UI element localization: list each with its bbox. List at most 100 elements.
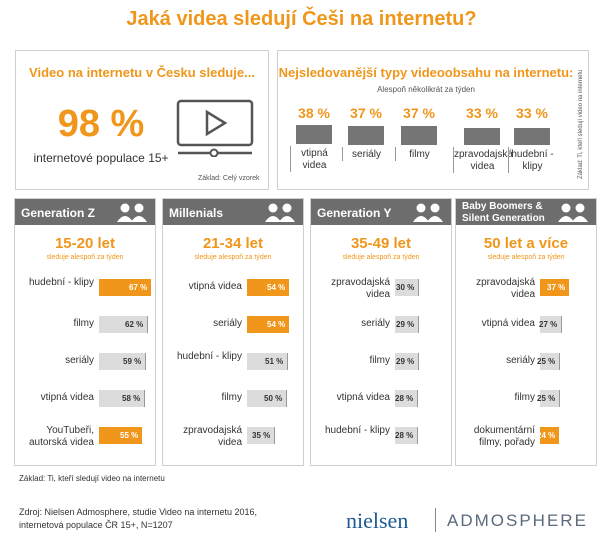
top-types-box: Nejsledovanější typy videoobsahu na inte…	[277, 50, 589, 190]
source-line-2: internetová populace ČR 15+, N=1207	[19, 520, 173, 530]
row-value: 35 %	[252, 431, 271, 440]
row-label: hudební - klipy	[176, 351, 242, 362]
row-value: 58 %	[122, 394, 141, 403]
row-value: 28 %	[395, 394, 414, 403]
row-value: 54 %	[267, 283, 286, 292]
row-bar	[395, 390, 418, 407]
summary-title: Video na internetu v Česku sleduje...	[29, 65, 255, 80]
row-value: 55 %	[120, 431, 139, 440]
row-value: 54 %	[267, 320, 286, 329]
row-value: 50 %	[264, 394, 283, 403]
row-bar	[99, 353, 146, 370]
row-bar	[99, 279, 151, 296]
row-value: 37 %	[547, 283, 566, 292]
row-label: filmy	[221, 392, 242, 403]
row-bar	[395, 353, 419, 370]
top-type-label: hudební - klipy	[508, 146, 556, 173]
generation-column: Generation Z 15-20 let sleduje alespoň za …	[14, 198, 156, 466]
generation-row: zpravodajská videa 35 %	[163, 425, 303, 457]
generation-row: vtipná videa 58 %	[15, 390, 155, 420]
top-type-pct: 33 %	[516, 105, 548, 121]
row-label: vtipná videa	[336, 392, 390, 403]
row-bar	[247, 316, 289, 333]
row-bar	[247, 427, 275, 444]
row-label: filmy	[514, 392, 535, 403]
row-value: 29 %	[396, 357, 415, 366]
row-label: vtipná videa	[188, 281, 242, 292]
top-type-bar	[348, 125, 384, 145]
top-type-item: 33 % hudební - klipy	[508, 105, 556, 173]
kids-icon	[115, 202, 149, 225]
row-bar	[540, 353, 560, 370]
generation-row: vtipná videa 54 %	[163, 279, 303, 309]
generation-name: Generation Y	[317, 206, 392, 220]
page-title: Jaká videa sledují Češi na internetu?	[126, 8, 477, 30]
generation-age-sub: sleduje alespoň za týden	[487, 254, 565, 261]
row-bar	[540, 316, 562, 333]
generation-row: filmy 29 %	[311, 353, 451, 383]
row-value: 29 %	[396, 320, 415, 329]
generation-row: filmy 25 %	[456, 390, 596, 420]
generation-age: 35-49 let	[350, 235, 412, 252]
generation-row: YouTubeři, autorská videa 55 %	[15, 425, 155, 457]
source-line-1: Zdroj: Nielsen Admosphere, studie Video …	[19, 507, 257, 517]
row-label: zpravodajská videa	[476, 277, 535, 300]
row-label: seriály	[361, 318, 390, 329]
row-bar	[395, 427, 418, 444]
row-bar	[540, 427, 559, 444]
row-bar	[247, 353, 288, 370]
generation-row: vtipná videa 28 %	[311, 390, 451, 420]
generation-name: Generation Z	[21, 206, 96, 220]
top-type-pct: 38 %	[298, 105, 330, 121]
summary-box: Video na internetu v Česku sleduje... 98…	[15, 50, 269, 190]
row-value: 28 %	[395, 431, 414, 440]
row-bar	[247, 279, 289, 296]
row-value: 62 %	[125, 320, 144, 329]
generation-row: filmy 50 %	[163, 390, 303, 420]
generation-header: Baby Boomers & Silent Generation	[456, 199, 596, 225]
top-types-subtitle: Alespoň několikrát za týden	[377, 85, 475, 94]
row-value: 27 %	[539, 320, 558, 329]
generation-age: 50 let a více	[483, 235, 569, 252]
generation-row: zpravodajská videa 37 %	[456, 277, 596, 309]
video-player-icon	[176, 99, 254, 157]
generation-row: seriály 25 %	[456, 353, 596, 383]
top-types-side-note: Základ: Ti, kteří sledují video na inter…	[578, 69, 584, 179]
row-bar	[247, 390, 287, 407]
row-label: vtipná videa	[481, 318, 535, 329]
generation-row: hudební - klipy 28 %	[311, 425, 451, 457]
top-type-bar	[296, 125, 332, 144]
generation-header: Generation Z	[15, 199, 155, 225]
row-label: vtipná videa	[40, 392, 94, 403]
logo-admosphere: ADMOSPHERE	[447, 511, 588, 530]
generation-age-sub: sleduje alespoň za týden	[342, 254, 420, 261]
generation-row: hudební - klipy 67 %	[15, 277, 155, 309]
summary-stat-sub: internetové populace 15+	[33, 151, 169, 165]
seniors-icon	[556, 202, 590, 225]
row-bar	[395, 279, 419, 296]
generation-column: Baby Boomers & Silent Generation 50 let a…	[455, 198, 597, 466]
row-bar	[540, 279, 569, 296]
generation-age-sub: sleduje alespoň za týden	[46, 254, 124, 261]
base-note: Základ: Ti, kteří sledují video na inter…	[19, 474, 165, 483]
row-bar	[99, 390, 145, 407]
generation-row: seriály 59 %	[15, 353, 155, 383]
top-type-item: 33 % zpravodajská videa	[453, 105, 513, 173]
generation-header: Generation Y	[311, 199, 451, 225]
row-value: 67 %	[129, 283, 148, 292]
top-type-pct: 37 %	[350, 105, 382, 121]
generation-name: Millenials	[169, 206, 224, 220]
row-bar	[99, 427, 142, 444]
top-type-item: 38 % vtipná videa	[290, 105, 338, 172]
row-bar	[99, 316, 148, 333]
row-bar	[540, 390, 560, 407]
summary-base: Základ: Celý vzorek	[198, 175, 260, 182]
row-label: zpravodajská videa	[331, 277, 390, 300]
row-label: YouTubeři, autorská videa	[28, 425, 94, 448]
row-value: 51 %	[265, 357, 284, 366]
adults-icon	[411, 202, 445, 225]
logo-divider	[435, 508, 436, 532]
generation-row: seriály 54 %	[163, 316, 303, 346]
top-type-label: zpravodajská videa	[453, 146, 513, 173]
row-label: hudební - klipy	[28, 277, 94, 288]
